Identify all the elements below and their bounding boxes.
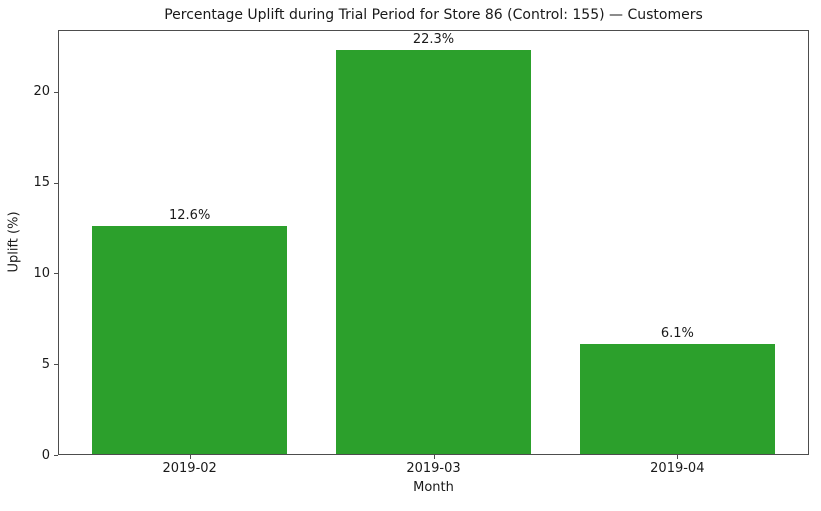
x-tick-label: 2019-04 bbox=[650, 461, 705, 476]
y-tick-mark bbox=[54, 91, 58, 93]
y-tick-label: 15 bbox=[33, 175, 50, 191]
y-tick-label: 20 bbox=[33, 84, 50, 100]
bar-value-label: 22.3% bbox=[412, 31, 455, 47]
y-tick-mark bbox=[54, 455, 58, 456]
y-axis-label: Uplift (%) bbox=[6, 211, 22, 273]
y-tick-mark bbox=[54, 273, 58, 275]
bar bbox=[579, 344, 775, 454]
x-tick-mark bbox=[433, 455, 435, 459]
y-tick-mark bbox=[54, 182, 58, 184]
bar-value-label: 12.6% bbox=[169, 208, 211, 224]
y-tick-label: 5 bbox=[41, 356, 50, 372]
y-tick-label: 10 bbox=[33, 265, 50, 281]
bar bbox=[335, 49, 532, 454]
x-tick-mark bbox=[677, 455, 679, 459]
x-tick-label: 2019-03 bbox=[406, 461, 461, 476]
x-tick-mark bbox=[189, 455, 191, 459]
chart-title: Percentage Uplift during Trial Period fo… bbox=[164, 7, 703, 23]
x-axis-label: Month bbox=[413, 480, 454, 495]
bar-value-label: 6.1% bbox=[660, 326, 694, 342]
y-tick-mark bbox=[54, 364, 58, 366]
bar bbox=[92, 226, 288, 454]
x-tick-label: 2019-02 bbox=[162, 461, 217, 476]
y-tick-label: 0 bbox=[41, 447, 50, 463]
